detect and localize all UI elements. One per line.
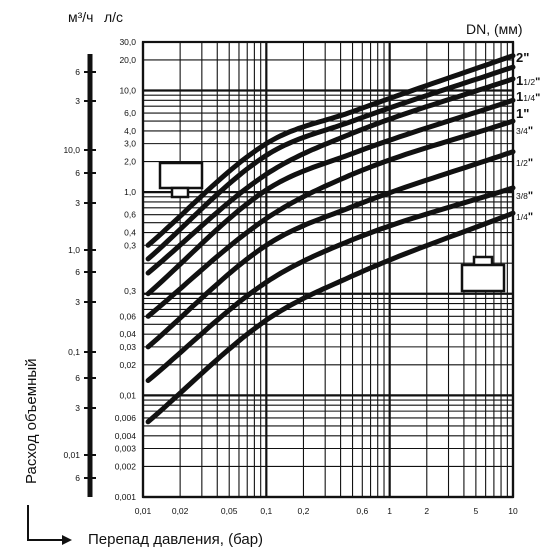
y-tick-label-m3h: 3 [75, 297, 80, 307]
series-curves [145, 53, 516, 425]
y-tick-label-m3h: 3 [75, 96, 80, 106]
y-tick-label-m3h: 10,0 [63, 145, 80, 155]
y-tick-label-ls: 6,0 [124, 108, 136, 118]
y-tick-label-m3h: 3 [75, 403, 80, 413]
y-tick-label-ls: 4,0 [124, 126, 136, 136]
y-tick-label-ls: 0,002 [115, 461, 137, 471]
y-tick-label-ls: 0,3 [124, 286, 136, 296]
y-tick-label-ls: 0,001 [115, 492, 137, 502]
y-tick-label-m3h: 0,1 [68, 347, 80, 357]
series-curve [145, 76, 516, 276]
y-tick-label-ls: 2,0 [124, 157, 136, 167]
y-axis-title: Расход объемный [23, 358, 40, 484]
x-tick-label: 0,05 [221, 506, 238, 516]
y-tick-label-ls: 10,0 [119, 85, 136, 95]
y-tick-label-m3h: 0,01 [63, 450, 80, 460]
x-tick-label: 2 [424, 506, 429, 516]
valve-pictogram-inverted-icon [460, 255, 506, 293]
dn-labels: 2" 11/2"11/4" 1" 3/4" 1/2" 3/8" 1/4" [516, 50, 540, 223]
y-tick-label-ls: 0,03 [119, 342, 136, 352]
x-tick-labels: 0,01 0,02 0,05 0,1 0,2 0,6 1 2 5 10 [135, 506, 518, 516]
plot-frame [141, 40, 515, 499]
x-tick-label: 0,01 [135, 506, 152, 516]
x-tick-label: 0,1 [260, 506, 272, 516]
y-tick-label-m3h: 6 [75, 267, 80, 277]
dn-label: 1" [516, 106, 529, 121]
dn-label: 11/2" [516, 73, 540, 88]
dn-label: 2" [516, 50, 529, 65]
dn-label: 3/4" [516, 125, 533, 137]
series-curve [145, 53, 516, 248]
x-tick-label: 10 [508, 506, 518, 516]
y-tick-label-ls: 0,4 [124, 228, 136, 238]
series-curve [145, 149, 516, 350]
unit-m3h-label: м³/ч [68, 9, 93, 25]
y-tick-label-ls: 0,02 [119, 360, 136, 370]
y-tick-label-m3h: 6 [75, 373, 80, 383]
y-tick-labels-m3h: 6 3 10,0 6 3 1,0 6 3 0,1 6 3 0,01 6 [63, 54, 96, 497]
y-tick-label-m3h: 6 [75, 473, 80, 483]
valve-pictogram-icon [158, 161, 204, 199]
series-curve [145, 210, 516, 425]
y-tick-label-ls: 0,04 [119, 329, 136, 339]
y-tick-label-ls: 20,0 [119, 55, 136, 65]
y-tick-label-ls: 1,0 [124, 187, 136, 197]
y-tick-label-m3h: 6 [75, 67, 80, 77]
dn-label: 1/4" [516, 211, 533, 223]
y-tick-label-ls: 0,3 [124, 240, 136, 250]
series-curve [145, 97, 516, 297]
x-tick-label: 1 [387, 506, 392, 516]
dn-label: 11/4" [516, 89, 540, 104]
x-axis-title: Перепад давления, (бар) [88, 531, 263, 548]
dn-header-label: DN, (мм) [466, 21, 523, 37]
y-tick-label-m3h: 3 [75, 198, 80, 208]
y-tick-label-m3h: 6 [75, 168, 80, 178]
corner-arrow-icon [27, 505, 72, 545]
y-tick-labels-ls: 30,0 20,0 10,0 6,0 4,0 3,0 2,0 1,0 0,6 0,4 0,3 0,3 0… [115, 37, 137, 502]
x-tick-label: 5 [474, 506, 479, 516]
y-tick-label-ls: 0,01 [119, 390, 136, 400]
y-tick-label-ls: 30,0 [119, 37, 136, 47]
dn-label: 1/2" [516, 157, 533, 169]
y-tick-label-ls: 0,004 [115, 431, 137, 441]
dn-label: 3/8" [516, 190, 533, 202]
x-tick-label: 0,02 [172, 506, 189, 516]
series-curve [145, 64, 516, 262]
y-tick-label-m3h: 1,0 [68, 245, 80, 255]
x-tick-label: 0,6 [356, 506, 368, 516]
y-tick-label-ls: 3,0 [124, 139, 136, 149]
plot-border [141, 40, 515, 499]
y-tick-label-ls: 0,6 [124, 210, 136, 220]
y-tick-label-ls: 0,06 [119, 311, 136, 321]
y-tick-label-ls: 0,003 [115, 444, 137, 454]
series-curve [145, 118, 516, 319]
y-tick-label-ls: 0,006 [115, 413, 137, 423]
x-tick-label: 0,2 [298, 506, 310, 516]
series-curve [145, 185, 516, 383]
unit-ls-label: л/с [104, 9, 123, 25]
